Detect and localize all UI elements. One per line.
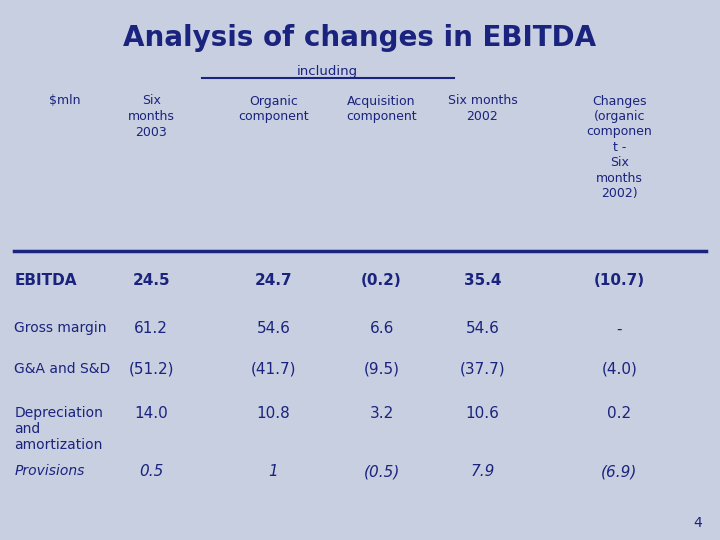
Text: 0.2: 0.2 [607,406,631,421]
Text: 54.6: 54.6 [256,321,291,336]
Text: G&A and S&D: G&A and S&D [14,362,111,376]
Text: 0.5: 0.5 [139,464,163,480]
Text: 10.6: 10.6 [465,406,500,421]
Text: Analysis of changes in EBITDA: Analysis of changes in EBITDA [123,24,597,52]
Text: (10.7): (10.7) [593,273,645,288]
Text: including: including [297,65,358,78]
Text: (41.7): (41.7) [251,362,297,377]
Text: (51.2): (51.2) [128,362,174,377]
Text: 6.6: 6.6 [369,321,394,336]
Text: (37.7): (37.7) [459,362,505,377]
Text: 24.5: 24.5 [132,273,170,288]
Text: Six
months
2003: Six months 2003 [127,94,175,138]
Text: (0.2): (0.2) [361,273,402,288]
Text: Depreciation
and
amortization: Depreciation and amortization [14,406,103,453]
Text: (6.9): (6.9) [601,464,637,480]
Text: Acquisition
component: Acquisition component [346,94,417,123]
Text: Organic
component: Organic component [238,94,309,123]
Text: Six months
2002: Six months 2002 [448,94,517,123]
Text: EBITDA: EBITDA [14,273,77,288]
Text: Provisions: Provisions [14,464,85,478]
Text: 35.4: 35.4 [464,273,501,288]
Text: Gross margin: Gross margin [14,321,107,335]
Text: 54.6: 54.6 [465,321,500,336]
Text: $mln: $mln [49,94,81,107]
Text: 4: 4 [693,516,702,530]
Text: 1: 1 [269,464,279,480]
Text: 10.8: 10.8 [257,406,290,421]
Text: (0.5): (0.5) [364,464,400,480]
Text: 3.2: 3.2 [369,406,394,421]
Text: Changes
(organic
componen
t -
Six
months
2002): Changes (organic componen t - Six months… [586,94,652,200]
Text: 14.0: 14.0 [135,406,168,421]
Text: 24.7: 24.7 [255,273,292,288]
Text: (9.5): (9.5) [364,362,400,377]
Text: 61.2: 61.2 [134,321,168,336]
Text: 7.9: 7.9 [470,464,495,480]
Text: -: - [616,321,622,336]
Text: (4.0): (4.0) [601,362,637,377]
